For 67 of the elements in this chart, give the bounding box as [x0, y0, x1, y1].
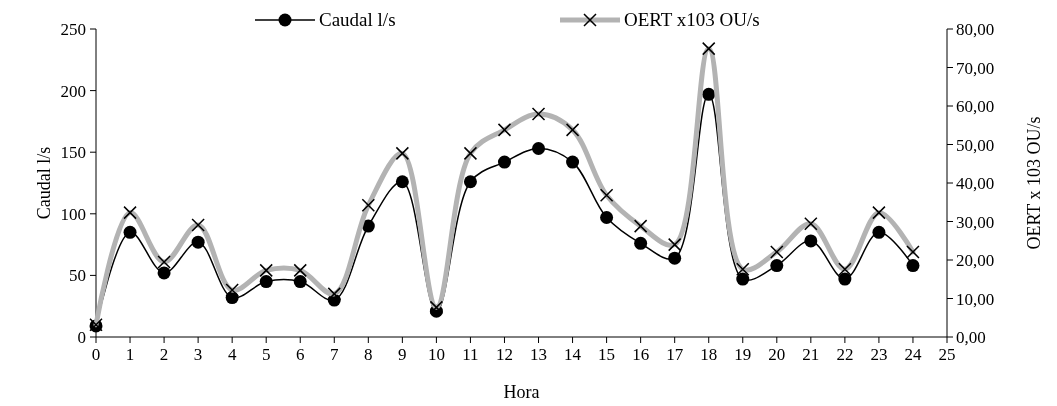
y-tick-label: 200: [60, 81, 86, 101]
y-axis-title: Caudal l/s: [34, 146, 54, 220]
point: [600, 211, 614, 224]
x-tick-label: 8: [364, 345, 373, 364]
y-tick-label: 100: [60, 204, 86, 224]
point: [157, 266, 171, 280]
point: [736, 272, 750, 286]
legend-label: Caudal l/s: [319, 9, 396, 30]
x-tick-label: 19: [734, 345, 752, 364]
x-tick-label: 14: [564, 345, 582, 364]
y2-tick-label: 30,00: [956, 212, 995, 232]
x-tick-label: 16: [632, 345, 650, 364]
x-tick-label: 3: [193, 345, 203, 364]
y2-tick-label: 70,00: [956, 58, 995, 78]
point: [123, 225, 137, 239]
y2-tick-label: 0,00: [956, 328, 986, 347]
point: [361, 219, 375, 233]
point: [634, 236, 648, 250]
x-tick-label: 15: [598, 345, 616, 364]
point: [668, 251, 682, 265]
point: [804, 234, 818, 248]
x-tick-label: 1: [125, 345, 135, 364]
y2-tick-label: 10,00: [956, 289, 995, 309]
y2-tick-label: 50,00: [956, 135, 995, 155]
point: [838, 272, 852, 286]
point: [191, 235, 205, 249]
y-tick-label: 150: [60, 143, 86, 163]
x-tick-label: 20: [768, 345, 786, 364]
x-tick-label: 12: [495, 345, 513, 364]
x-axis-title: Hora: [503, 382, 540, 402]
x-tick-label: 21: [802, 345, 820, 364]
x-tick-label: 22: [836, 345, 854, 364]
point: [395, 175, 409, 189]
point: [566, 155, 580, 169]
point: [770, 259, 784, 273]
point: [259, 275, 273, 289]
x-tick-label: 6: [295, 345, 305, 364]
point: [532, 142, 546, 155]
x-tick-label: 4: [227, 345, 237, 364]
y2-tick-label: 40,00: [956, 174, 995, 193]
x-tick-label: 13: [530, 345, 548, 364]
x-tick-label: 7: [330, 345, 340, 364]
y2-tick-label: 80,00: [956, 20, 995, 39]
x-tick-label: 23: [870, 345, 888, 364]
x-tick-label: 2: [159, 345, 169, 364]
y2-tick-label: 60,00: [956, 97, 995, 116]
point: [463, 175, 477, 189]
y-tick-label: 0: [77, 328, 86, 347]
y2-tick-label: 20,00: [956, 251, 995, 270]
x-tick-label: 17: [666, 345, 684, 364]
point: [872, 225, 886, 239]
x-tick-label: 24: [904, 345, 922, 364]
x-tick-label: 0: [91, 345, 101, 364]
y2-axis-title: OERT x 103 OU/s: [1024, 116, 1044, 250]
x-tick-label: 10: [427, 345, 445, 364]
legend-label: OERT x103 OU/s: [624, 9, 760, 30]
point: [497, 155, 511, 169]
point: [293, 275, 307, 289]
point: [702, 87, 716, 101]
y-tick-label: 250: [60, 20, 86, 39]
x-tick-label: 9: [398, 345, 407, 364]
y-tick-label: 50: [69, 266, 86, 286]
x-tick-label: 11: [462, 345, 479, 364]
x-tick-label: 25: [938, 345, 956, 364]
x-tick-label: 5: [261, 345, 271, 364]
point: [906, 259, 920, 273]
x-tick-label: 18: [700, 345, 718, 364]
